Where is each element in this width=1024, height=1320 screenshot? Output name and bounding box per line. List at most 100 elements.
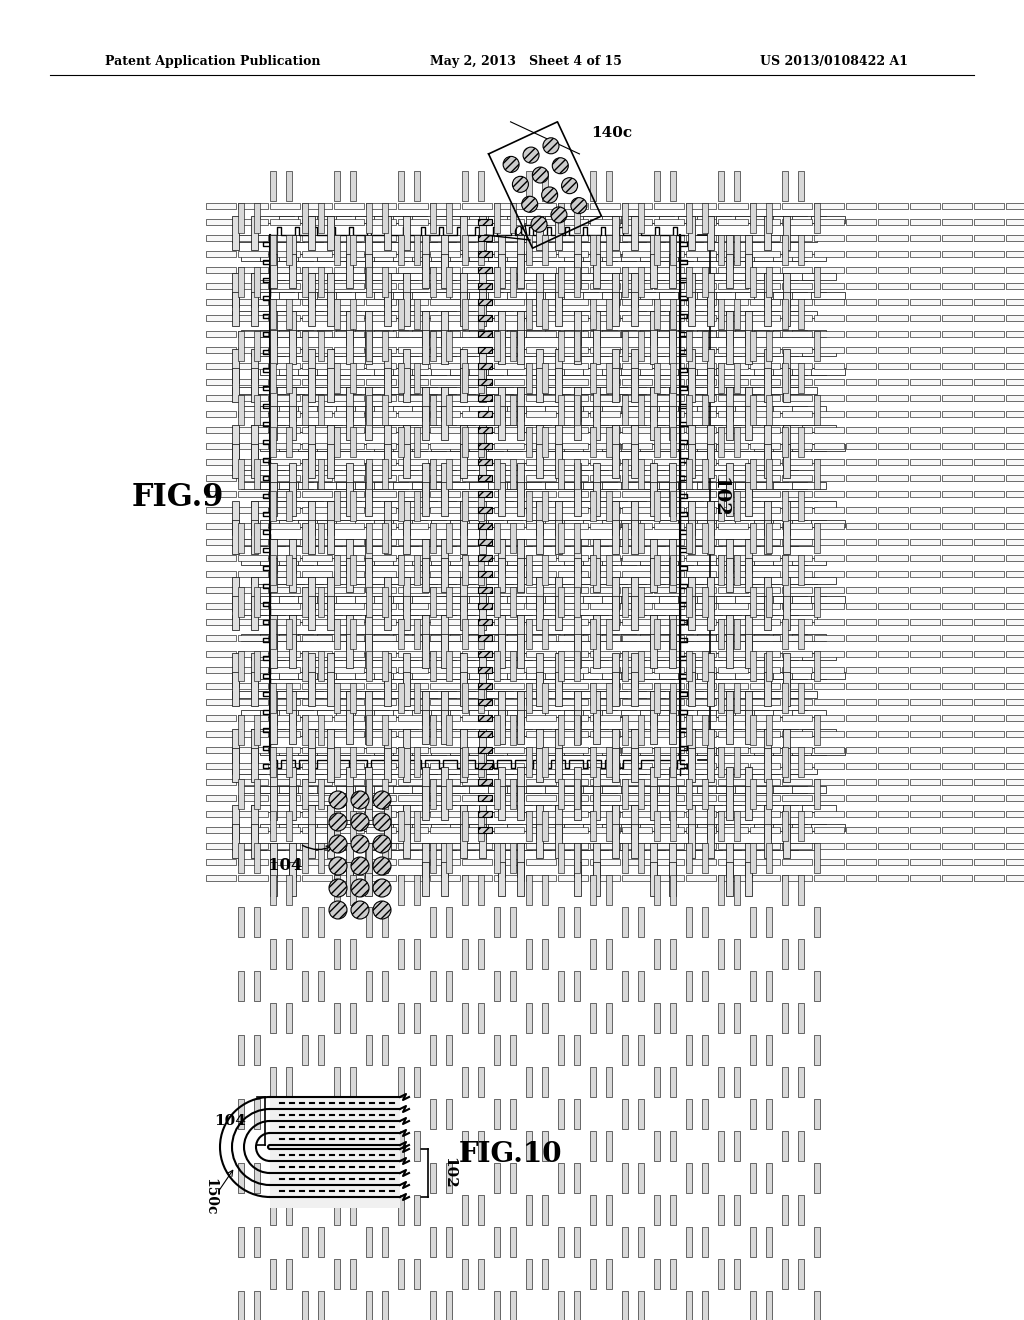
Bar: [622, 459, 628, 488]
Bar: [355, 785, 389, 793]
Bar: [366, 651, 396, 657]
Bar: [251, 577, 258, 611]
Bar: [718, 444, 748, 449]
Bar: [298, 482, 332, 488]
Bar: [555, 729, 562, 763]
Bar: [640, 710, 674, 717]
Bar: [686, 843, 692, 873]
Bar: [606, 682, 612, 713]
Bar: [846, 267, 876, 273]
Circle shape: [329, 879, 347, 898]
Bar: [590, 875, 596, 906]
Bar: [622, 715, 628, 744]
Bar: [441, 862, 449, 896]
Bar: [478, 810, 484, 841]
Bar: [602, 216, 636, 223]
Bar: [622, 779, 652, 785]
Bar: [536, 292, 543, 326]
Bar: [270, 729, 304, 737]
Bar: [460, 273, 467, 308]
Bar: [251, 843, 285, 850]
Bar: [622, 331, 628, 360]
Bar: [606, 939, 612, 969]
Bar: [686, 363, 716, 370]
Bar: [631, 425, 638, 459]
Bar: [355, 253, 389, 261]
Bar: [583, 292, 617, 300]
Bar: [334, 763, 364, 770]
Bar: [726, 312, 760, 318]
Bar: [574, 253, 581, 288]
Bar: [631, 216, 638, 249]
Bar: [688, 216, 695, 249]
Bar: [745, 862, 752, 896]
Bar: [403, 520, 410, 554]
Bar: [814, 587, 820, 616]
Bar: [1006, 251, 1024, 257]
Bar: [564, 368, 598, 375]
Bar: [792, 785, 826, 793]
Bar: [460, 653, 494, 660]
Bar: [384, 597, 391, 630]
Bar: [382, 779, 388, 809]
Bar: [382, 715, 388, 744]
Bar: [507, 672, 541, 678]
Bar: [334, 523, 364, 529]
Bar: [622, 763, 652, 770]
Bar: [334, 810, 340, 841]
Bar: [638, 1163, 644, 1193]
Bar: [318, 203, 324, 234]
Bar: [718, 747, 748, 752]
Bar: [545, 558, 579, 565]
Bar: [398, 603, 428, 609]
Bar: [232, 520, 239, 554]
Bar: [726, 577, 760, 583]
Bar: [469, 330, 503, 337]
Bar: [782, 779, 812, 785]
Bar: [814, 651, 844, 657]
Bar: [846, 700, 876, 705]
Bar: [1006, 282, 1024, 289]
Bar: [289, 387, 296, 421]
Bar: [336, 748, 370, 755]
Bar: [270, 1133, 400, 1144]
Bar: [422, 502, 456, 508]
Bar: [726, 482, 733, 516]
Bar: [450, 558, 484, 565]
Bar: [622, 1228, 628, 1257]
Bar: [631, 843, 665, 850]
Bar: [494, 395, 500, 425]
Bar: [206, 459, 236, 465]
Bar: [783, 502, 790, 535]
Bar: [494, 251, 524, 257]
Bar: [298, 558, 332, 565]
Bar: [545, 253, 579, 261]
Bar: [318, 331, 324, 360]
Bar: [782, 828, 812, 833]
Bar: [590, 843, 620, 849]
Bar: [846, 411, 876, 417]
Bar: [393, 597, 427, 603]
Bar: [422, 615, 456, 622]
Bar: [384, 348, 391, 383]
Bar: [782, 235, 788, 265]
Bar: [558, 619, 588, 624]
Bar: [251, 273, 285, 280]
Bar: [270, 653, 304, 660]
Bar: [814, 459, 820, 488]
Bar: [750, 315, 780, 321]
Bar: [462, 411, 492, 417]
Bar: [446, 651, 452, 681]
Bar: [334, 1131, 340, 1162]
Bar: [374, 748, 408, 755]
Bar: [507, 407, 541, 413]
Bar: [574, 634, 581, 668]
Bar: [678, 634, 712, 642]
Bar: [846, 715, 876, 721]
Bar: [574, 653, 608, 660]
Bar: [718, 219, 748, 224]
Bar: [251, 387, 285, 393]
Bar: [479, 273, 513, 280]
Bar: [574, 767, 581, 801]
Bar: [650, 710, 657, 744]
